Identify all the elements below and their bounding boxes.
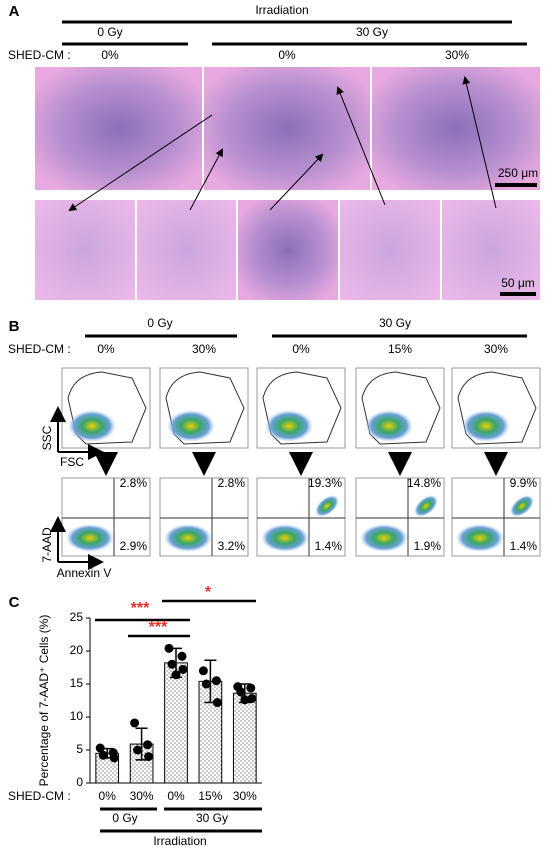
data-point: [246, 683, 256, 693]
label: 2.8%: [120, 476, 148, 490]
label: 14.8%: [407, 476, 441, 490]
treatment-label: SHED-CM :: [8, 342, 71, 356]
label: 1.4%: [315, 539, 343, 553]
label: SSC: [40, 425, 54, 450]
data-point: [144, 752, 154, 762]
data-point: [109, 753, 119, 763]
data-point: [178, 664, 188, 674]
label: 0%: [97, 342, 115, 356]
data-point: [236, 687, 246, 697]
label: FSC: [60, 455, 84, 469]
label: Annexin V: [57, 566, 112, 580]
x-tick-label: 0%: [167, 789, 185, 803]
cell-cloud: [261, 524, 309, 552]
label: 3.2%: [218, 539, 246, 553]
group-label: 0 Gy: [112, 811, 137, 825]
label: 0%: [278, 48, 296, 62]
significance: ***: [149, 619, 168, 636]
data-point: [177, 651, 187, 661]
y-axis-label: Percentage of 7-AAD⁺ Cells (%): [37, 615, 51, 787]
x-tick-label: 30%: [233, 789, 257, 803]
data-point: [164, 643, 174, 653]
data-point: [95, 743, 105, 753]
data-point: [130, 718, 140, 728]
cell-cloud: [462, 410, 510, 442]
treatment-label: SHED-CM :: [8, 48, 71, 62]
cell-cloud: [360, 524, 408, 552]
y-tick-label: 15: [70, 676, 84, 690]
bar: [164, 662, 188, 784]
label: 30%: [445, 48, 469, 62]
label: 30%: [484, 342, 508, 356]
gate: [361, 371, 441, 445]
gate: [262, 371, 342, 445]
label: 0%: [292, 342, 310, 356]
data-point: [247, 694, 257, 704]
y-tick-label: 10: [70, 709, 84, 723]
significance: ***: [131, 600, 150, 617]
y-tick-label: 20: [70, 643, 84, 657]
cell-cloud: [265, 410, 313, 442]
label: 30%: [192, 342, 216, 356]
label: 1.4%: [510, 539, 538, 553]
data-point: [133, 745, 143, 755]
y-tick-label: 5: [76, 742, 83, 756]
label: 30 Gy: [379, 316, 411, 330]
data-point: [211, 676, 221, 686]
data-point: [198, 666, 208, 676]
label: 7-AAD: [40, 527, 54, 563]
cell-cloud: [510, 495, 534, 517]
gate: [457, 371, 537, 445]
panel-letter: C: [9, 594, 20, 611]
cell-cloud: [68, 410, 116, 442]
cell-cloud: [315, 495, 339, 517]
data-point: [212, 697, 222, 707]
label: 30 Gy: [356, 25, 388, 39]
cell-cloud: [414, 495, 438, 517]
data-point: [98, 750, 108, 760]
bar: [232, 692, 257, 784]
irradiation: Irradiation: [255, 3, 308, 17]
category-label: SHED-CM :: [8, 789, 71, 803]
significance: *: [205, 584, 212, 601]
label: 2.9%: [120, 539, 148, 553]
data-point: [143, 740, 153, 750]
label: 2.8%: [218, 476, 246, 490]
data-point: [171, 670, 181, 680]
x-tick-label: 30%: [130, 789, 154, 803]
label: 1.9%: [414, 539, 442, 553]
label: 19.3%: [308, 476, 342, 490]
x-tick-label: 15%: [198, 789, 222, 803]
label: 0%: [101, 48, 119, 62]
cell-cloud: [164, 524, 212, 552]
gate: [67, 371, 147, 445]
data-point: [240, 695, 250, 705]
label: 0 Gy: [147, 316, 172, 330]
group-title: Irradiation: [153, 834, 206, 848]
label: 9.9%: [510, 476, 538, 490]
label: 50 μm: [501, 276, 535, 290]
cell-cloud: [66, 524, 114, 552]
letter: A: [9, 3, 20, 20]
x-tick-label: 0%: [99, 789, 117, 803]
data-point: [167, 659, 177, 669]
label: 250 μm: [498, 166, 538, 180]
group-label: 30 Gy: [196, 811, 228, 825]
letter: B: [9, 318, 20, 335]
data-point: [201, 679, 211, 689]
y-tick-label: 0: [76, 775, 83, 789]
cell-cloud: [167, 410, 215, 442]
label: 0 Gy: [97, 25, 122, 39]
y-tick-label: 25: [70, 610, 84, 624]
panel-a-images: [35, 67, 540, 300]
gate: [165, 371, 245, 445]
cell-cloud: [456, 524, 504, 552]
label: 15%: [388, 342, 412, 356]
cell-cloud: [365, 410, 413, 442]
